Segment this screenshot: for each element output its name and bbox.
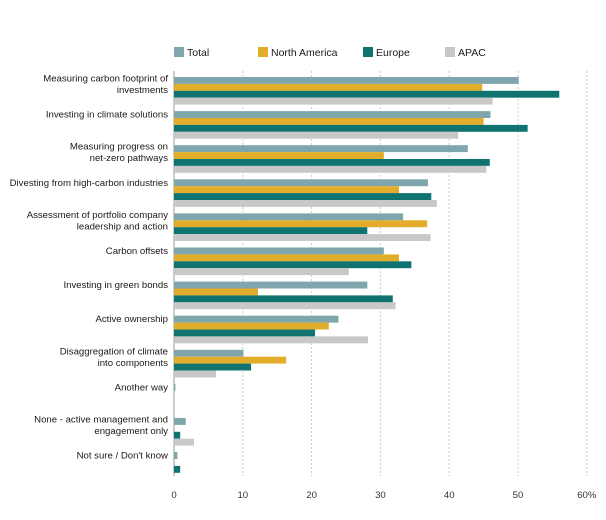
bar: [174, 254, 399, 262]
bars-layer: [174, 77, 560, 473]
bar: [174, 220, 428, 228]
bar: [174, 227, 368, 235]
x-tick-label: 10: [237, 490, 248, 501]
bar: [174, 370, 216, 378]
bar: [174, 165, 487, 173]
bar: [174, 288, 258, 296]
bar: [174, 465, 181, 473]
category-label: Investing in climate solutions: [46, 110, 168, 121]
category-label: Active ownership: [95, 314, 168, 325]
bar: [174, 261, 412, 269]
bar: [174, 97, 493, 105]
bar: [174, 193, 432, 200]
bar: [174, 77, 519, 84]
category-label: None - active management and engagement o…: [34, 415, 168, 438]
bar: [174, 322, 329, 330]
bar: [174, 302, 396, 310]
bar: [174, 118, 484, 125]
legend-label: APAC: [458, 47, 486, 59]
bar: [174, 336, 369, 344]
x-tick-label: 50: [513, 490, 524, 501]
x-axis-ticks: 0 10 20 30 40 50 60%: [171, 490, 597, 501]
bar: [174, 349, 244, 357]
x-tick-label: 20: [306, 490, 317, 501]
legend: Total North America Europe APAC: [174, 47, 486, 59]
bar: [174, 431, 181, 439]
bar: [174, 234, 431, 241]
bar: [174, 383, 176, 391]
category-labels: Measuring carbon footprint of investments…: [10, 74, 169, 462]
bar: [174, 329, 316, 337]
x-tick-label: 0: [171, 490, 176, 501]
bar: [174, 131, 459, 139]
legend-label: North America: [271, 47, 338, 59]
bar: [174, 83, 483, 91]
category-label: Carbon offsets: [106, 246, 168, 257]
bar: [174, 281, 368, 289]
bar: [174, 159, 490, 166]
bar: [174, 179, 428, 187]
bar: [174, 452, 178, 459]
legend-swatch: [363, 47, 373, 57]
bar: [174, 186, 399, 194]
category-label: Divesting from high-carbon industries: [10, 178, 169, 189]
category-label: Assessment of portfolio company leadershi…: [27, 210, 169, 233]
category-label: Measuring carbon footprint of investments: [43, 74, 168, 97]
bar: [174, 418, 186, 425]
bar: [174, 152, 384, 159]
bar: [174, 356, 287, 364]
bar: [174, 111, 491, 118]
legend-swatch: [174, 47, 184, 57]
bar: [174, 213, 404, 221]
legend-swatch: [445, 47, 455, 57]
bar: [174, 363, 252, 371]
category-label: Another way: [115, 382, 169, 393]
legend-label: Europe: [376, 47, 410, 59]
legend-swatch: [258, 47, 268, 57]
category-label: Disaggregation of climate into components: [60, 346, 168, 369]
bar: [174, 200, 437, 207]
bar: [174, 90, 560, 98]
category-label: Investing in green bonds: [63, 280, 168, 291]
bar: [174, 124, 528, 132]
category-label: Measuring progress on net-zero pathways: [70, 142, 168, 165]
bar: [174, 145, 468, 153]
category-label: Not sure / Don't know: [77, 451, 168, 462]
legend-label: Total: [187, 47, 209, 59]
x-tick-label: 30: [375, 490, 386, 501]
bar: [174, 268, 349, 276]
bar: [174, 315, 339, 323]
x-tick-label: 60%: [577, 490, 597, 501]
bar: [174, 295, 393, 303]
bar: [174, 247, 384, 255]
x-tick-label: 40: [444, 490, 455, 501]
bar: [174, 438, 194, 446]
